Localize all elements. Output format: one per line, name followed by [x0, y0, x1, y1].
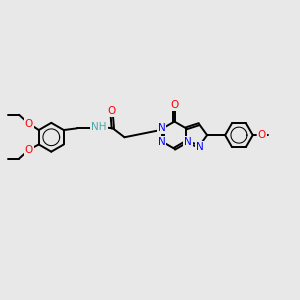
- Text: O: O: [25, 119, 33, 129]
- Text: O: O: [170, 100, 178, 110]
- Text: N: N: [196, 142, 203, 152]
- Text: O: O: [25, 145, 33, 155]
- Text: N: N: [158, 123, 166, 133]
- Text: O: O: [258, 130, 266, 140]
- Text: O: O: [108, 106, 116, 116]
- Text: N: N: [184, 137, 192, 147]
- Text: N: N: [158, 137, 166, 147]
- Text: NH: NH: [91, 122, 107, 132]
